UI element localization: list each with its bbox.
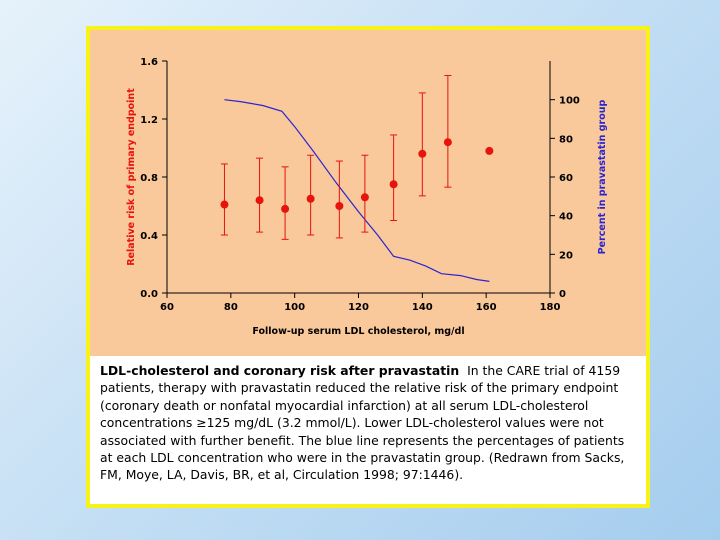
y-right-axis-title: Percent in pravastatin group bbox=[597, 99, 608, 254]
risk-data-point bbox=[389, 180, 398, 189]
risk-data-point bbox=[335, 202, 344, 210]
y-left-axis-title: Relative risk of primary endpoint bbox=[126, 88, 137, 266]
x-tick-label: 80 bbox=[224, 302, 238, 313]
figure-caption: LDL-cholesterol and coronary risk after … bbox=[100, 362, 640, 484]
risk-data-point bbox=[485, 146, 494, 155]
y-right-tick-label: 60 bbox=[559, 173, 573, 184]
x-tick-label: 180 bbox=[540, 302, 561, 313]
y-right-tick-label: 0 bbox=[559, 289, 566, 300]
risk-data-point bbox=[281, 204, 290, 213]
x-tick-label: 140 bbox=[412, 302, 433, 313]
risk-data-point bbox=[306, 194, 315, 203]
caption-body: In the CARE trial of 4159 patients, ther… bbox=[100, 363, 625, 483]
y-left-tick-label: 0.4 bbox=[140, 231, 158, 242]
percent-series-line bbox=[224, 99, 490, 282]
y-right-tick-label: 80 bbox=[559, 134, 573, 145]
y-left-tick-label: 0.8 bbox=[140, 173, 158, 184]
y-left-tick-label: 0.0 bbox=[140, 289, 158, 300]
y-right-tick-label: 100 bbox=[559, 96, 580, 107]
caption-title: LDL-cholesterol and coronary risk after … bbox=[100, 363, 460, 378]
y-left-tick-label: 1.2 bbox=[140, 115, 158, 126]
y-right-tick-label: 40 bbox=[559, 212, 573, 223]
x-tick-label: 60 bbox=[160, 302, 174, 313]
y-right-tick-label: 20 bbox=[559, 250, 573, 261]
x-tick-label: 100 bbox=[284, 302, 305, 313]
risk-data-point bbox=[360, 193, 369, 202]
ldl-risk-chart: 60 80 100 120 140 160 180 0.0 0.4 0.8 1.2 1.6 0 20 40 6… bbox=[126, 57, 608, 337]
x-tick-label: 120 bbox=[348, 302, 369, 313]
figure-frame: 60 80 100 120 140 160 180 0.0 0.4 0.8 1.2 1.6 0 20 40 6… bbox=[86, 26, 650, 508]
x-tick-label: 160 bbox=[476, 302, 497, 313]
chart-panel: 60 80 100 120 140 160 180 0.0 0.4 0.8 1.2 1.6 0 20 40 6… bbox=[90, 30, 646, 356]
risk-data-point bbox=[255, 196, 264, 205]
risk-data-point bbox=[418, 149, 427, 158]
risk-data-point bbox=[220, 200, 229, 209]
x-axis-title: Follow-up serum LDL cholesterol, mg/dl bbox=[252, 326, 464, 337]
risk-data-point bbox=[443, 138, 452, 147]
y-left-tick-label: 1.6 bbox=[140, 57, 158, 68]
